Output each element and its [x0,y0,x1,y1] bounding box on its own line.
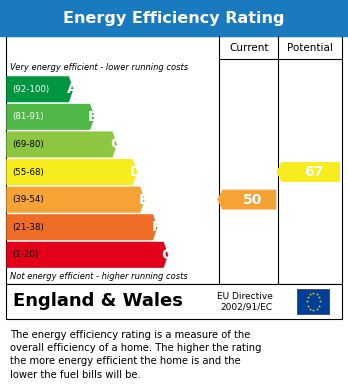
Text: B: B [88,110,98,124]
Polygon shape [6,131,117,158]
Bar [297,289,329,314]
Text: A: A [66,82,77,96]
Text: EU Directive
2002/91/EC: EU Directive 2002/91/EC [217,292,273,311]
Text: Not energy efficient - higher running costs: Not energy efficient - higher running co… [10,272,188,281]
Text: D: D [130,165,142,179]
Text: C: C [111,138,121,151]
Text: 50: 50 [243,193,262,206]
Text: England & Wales: England & Wales [13,292,183,310]
Polygon shape [6,104,95,130]
Text: F: F [151,220,161,234]
Text: 67: 67 [304,165,324,179]
Bar [6,36,342,284]
Text: E: E [139,193,148,206]
Bar [6,284,342,319]
Text: Very energy efficient - lower running costs: Very energy efficient - lower running co… [10,63,188,72]
Polygon shape [6,187,145,213]
Text: Potential: Potential [287,43,333,53]
Text: (92-100): (92-100) [13,85,50,94]
Polygon shape [6,214,158,240]
Polygon shape [276,162,340,182]
Bar [0,0,348,36]
Text: Current: Current [229,43,268,53]
Text: (1-20): (1-20) [13,250,39,259]
Text: (69-80): (69-80) [13,140,44,149]
Polygon shape [6,242,168,268]
Text: (81-91): (81-91) [13,112,44,121]
Text: The energy efficiency rating is a measure of the
overall efficiency of a home. T: The energy efficiency rating is a measur… [10,330,261,380]
Text: (39-54): (39-54) [13,195,44,204]
Polygon shape [217,190,276,210]
Text: (21-38): (21-38) [13,223,44,232]
Text: Energy Efficiency Rating: Energy Efficiency Rating [63,11,285,26]
Text: G: G [161,248,173,262]
Text: (55-68): (55-68) [13,167,44,177]
Polygon shape [6,159,137,185]
Polygon shape [6,76,73,102]
